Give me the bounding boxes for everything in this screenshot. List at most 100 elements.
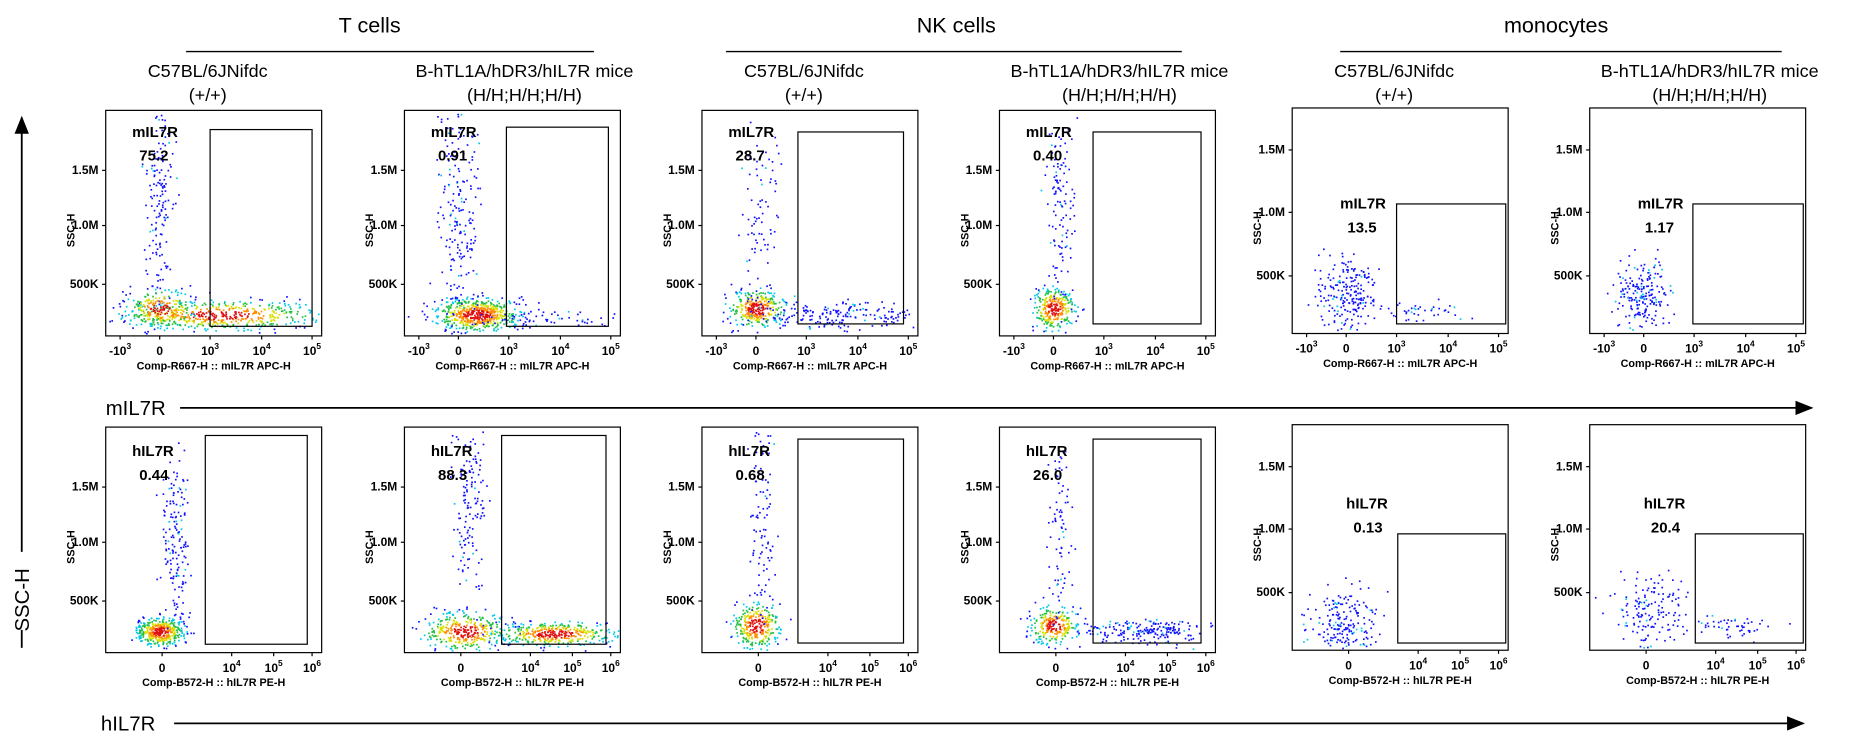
event-dot	[758, 603, 761, 605]
event-dot	[155, 221, 157, 224]
event-dot	[1071, 289, 1074, 292]
event-dot	[750, 296, 753, 298]
event-dot	[1443, 309, 1446, 312]
event-dot	[423, 302, 425, 305]
event-dot	[428, 635, 431, 638]
event-dot	[774, 180, 777, 182]
event-dot	[478, 468, 481, 471]
event-dot	[148, 637, 151, 640]
event-dot	[183, 513, 186, 516]
event-dot	[873, 314, 876, 317]
event-dot	[156, 317, 159, 319]
event-dot	[230, 321, 233, 323]
x-tick-exp: 4	[535, 658, 540, 668]
event-dot	[315, 319, 318, 322]
event-dot	[157, 280, 159, 282]
event-dot	[140, 319, 143, 321]
event-dot	[173, 317, 176, 319]
event-dot	[152, 637, 154, 639]
event-dot	[456, 528, 459, 531]
event-dot	[775, 321, 778, 324]
event-dot	[169, 552, 171, 555]
y-label: SSC-H	[1550, 211, 1562, 245]
event-dot	[581, 631, 584, 634]
event-dot	[166, 318, 169, 321]
event-dot	[201, 323, 203, 326]
event-dot	[470, 242, 472, 245]
event-dot	[835, 303, 838, 306]
event-dot	[461, 256, 464, 258]
event-dot	[1033, 306, 1036, 309]
event-dot	[1651, 293, 1653, 296]
event-dot	[888, 310, 890, 313]
event-dot	[525, 627, 528, 630]
event-dot	[476, 309, 478, 311]
event-dot	[451, 241, 454, 243]
event-dot	[474, 235, 477, 238]
event-dot	[480, 632, 483, 634]
event-dot	[1663, 292, 1666, 294]
event-dot	[276, 306, 279, 309]
event-dot	[878, 316, 881, 318]
event-dot	[758, 292, 761, 295]
event-dot	[495, 621, 498, 624]
event-dot	[453, 528, 455, 531]
event-dot	[1059, 312, 1061, 315]
event-dot	[1345, 268, 1348, 271]
event-dot	[182, 620, 185, 623]
event-dot	[223, 302, 226, 305]
event-dot	[1343, 301, 1346, 303]
event-dot	[490, 627, 492, 630]
event-dot	[424, 618, 427, 620]
event-dot	[520, 626, 523, 629]
x-tick-base: 10	[521, 661, 535, 675]
event-dot	[177, 622, 180, 624]
event-dot	[193, 304, 196, 307]
event-dot	[475, 312, 478, 315]
event-dot	[141, 305, 144, 308]
event-dot	[1067, 307, 1070, 310]
event-dot	[1051, 225, 1054, 228]
event-dot	[759, 300, 761, 303]
event-dot	[1054, 244, 1056, 247]
event-dot	[474, 632, 477, 635]
event-dot	[477, 513, 479, 515]
event-dot	[835, 319, 838, 322]
event-dot	[446, 618, 448, 621]
gate-percent: 0.40	[1033, 148, 1062, 165]
event-dot	[161, 621, 164, 623]
event-dot	[188, 316, 190, 318]
event-dot	[1064, 299, 1066, 302]
event-dot	[749, 643, 752, 646]
event-dot	[450, 648, 453, 650]
event-dot	[582, 628, 585, 631]
event-dot	[155, 227, 157, 230]
event-dot	[759, 309, 762, 312]
event-dot	[1346, 318, 1349, 320]
event-dot	[475, 573, 478, 576]
gate-name: mIL7R	[1026, 124, 1072, 141]
event-dot	[1062, 162, 1065, 164]
event-dot	[446, 127, 449, 130]
event-dot	[757, 301, 759, 304]
event-dot	[182, 581, 184, 583]
event-dot	[462, 180, 464, 183]
event-dot	[1321, 284, 1324, 287]
event-dot	[138, 629, 141, 631]
event-dot	[1370, 302, 1372, 305]
event-dot	[841, 321, 843, 324]
event-dot	[153, 627, 156, 630]
event-dot	[1062, 225, 1064, 228]
event-dot	[491, 615, 494, 617]
event-dot	[460, 473, 463, 475]
event-dot	[156, 274, 158, 276]
event-dot	[224, 301, 226, 303]
event-dot	[451, 325, 453, 328]
event-dot	[165, 622, 168, 625]
strain-label: (H/H;H/H;H/H)	[467, 85, 582, 105]
event-dot	[755, 293, 758, 296]
event-dot	[289, 306, 291, 308]
event-dot	[1070, 322, 1073, 325]
event-dot	[469, 327, 472, 330]
event-dot	[452, 175, 455, 178]
